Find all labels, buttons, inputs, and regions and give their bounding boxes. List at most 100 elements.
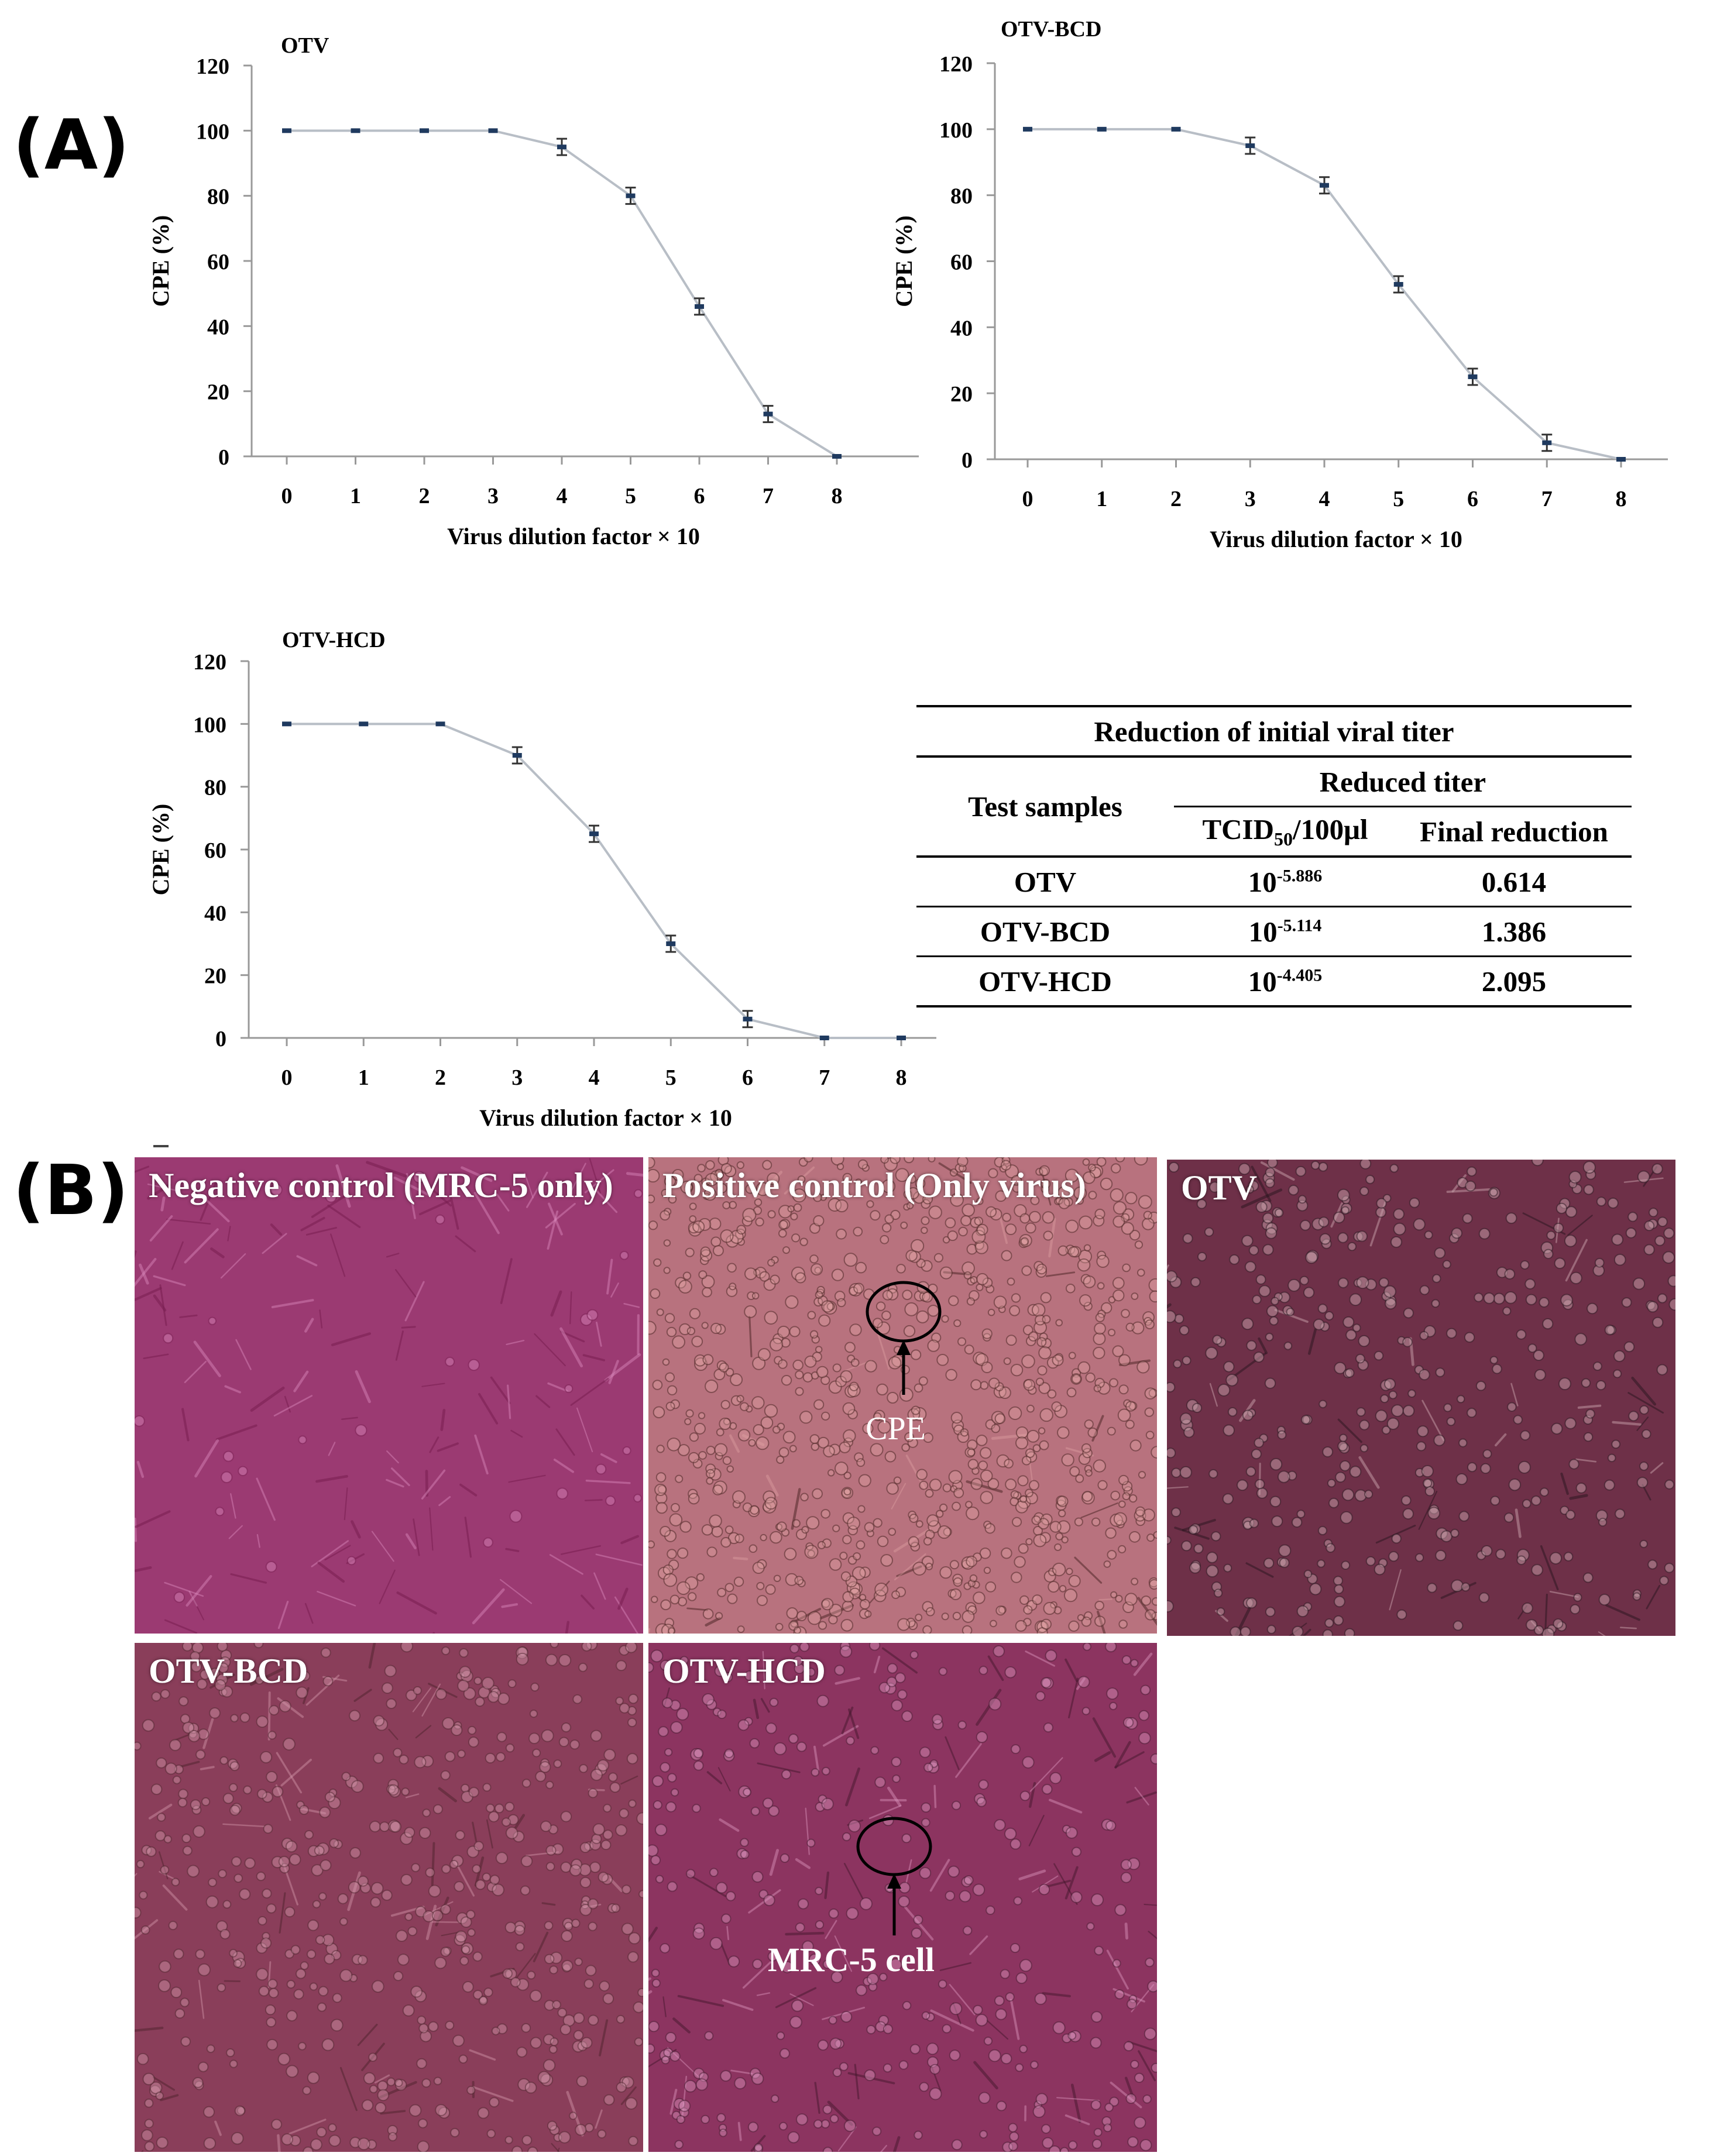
cell-body <box>1393 1208 1405 1220</box>
cell-body <box>328 2123 337 2133</box>
cell-body <box>749 1738 760 1749</box>
cell-body <box>864 1522 875 1533</box>
cell-body <box>230 1714 239 1722</box>
cell-body <box>693 1748 704 1759</box>
cell-body <box>672 1335 685 1349</box>
cell-streak <box>324 1545 351 1561</box>
cell-streak <box>317 1561 345 1583</box>
cell-body <box>163 1835 172 1844</box>
cell-body <box>921 1226 928 1235</box>
cell-body <box>312 1900 321 1909</box>
cell-body <box>1144 1387 1157 1399</box>
cell-body <box>607 1903 618 1914</box>
cell-body <box>461 1942 474 1955</box>
cell-streak <box>757 1762 801 1773</box>
cell-body <box>420 2030 432 2042</box>
cell-body <box>1333 1576 1343 1586</box>
x-tick-label: 2 <box>435 1065 446 1090</box>
cell-body <box>737 1719 750 1731</box>
cell-body <box>572 1694 582 1704</box>
cell-body <box>1553 1222 1564 1233</box>
cell-body <box>226 2048 235 2058</box>
cell-body <box>624 2097 638 2110</box>
cell-body <box>770 1337 784 1352</box>
cell-body <box>770 1274 780 1285</box>
cell-body <box>1060 2147 1069 2152</box>
cell-body <box>720 1399 730 1409</box>
data-point <box>763 411 773 417</box>
cell-body <box>1068 1574 1081 1587</box>
cell-body <box>756 1581 765 1590</box>
cell-body <box>774 1742 787 1755</box>
cell-body <box>1105 1527 1117 1539</box>
cell-body <box>550 2037 559 2047</box>
cell-streak <box>500 1579 533 1604</box>
cell-body <box>754 1198 763 1206</box>
cell-body <box>218 1662 229 1673</box>
cell-body <box>174 2008 186 2019</box>
cell-body <box>767 1258 775 1267</box>
cell-body <box>324 1953 335 1965</box>
cell-body <box>866 2024 876 2035</box>
cell-body <box>1078 1453 1091 1465</box>
cell-body <box>1112 1959 1121 1968</box>
cell-body <box>932 1719 944 1731</box>
cell-body <box>1467 1166 1477 1177</box>
cell-body <box>828 1615 838 1625</box>
cell-body <box>889 1958 902 1972</box>
cell-body <box>586 1309 599 1321</box>
cell-body <box>709 1937 723 1950</box>
cell-body <box>1531 1564 1543 1576</box>
row-sample: OTV-BCD <box>980 915 1111 948</box>
cell-body <box>1143 1211 1152 1220</box>
cell-body <box>1245 1466 1256 1477</box>
cell-body <box>1504 1268 1516 1280</box>
cell-body <box>1386 1417 1400 1430</box>
cell-body <box>855 1261 867 1274</box>
cell-body <box>1002 1212 1011 1222</box>
cell-body <box>1010 1942 1021 1953</box>
cell-body <box>502 1968 513 1979</box>
cell-body <box>349 1974 358 1983</box>
cell-body <box>549 1965 558 1975</box>
cell-body <box>1134 2072 1145 2083</box>
cell-body <box>996 2100 1007 2112</box>
cell-body <box>778 1447 789 1458</box>
cell-streak <box>279 1892 286 1934</box>
cell-body <box>821 1411 830 1421</box>
cell-body <box>368 2052 377 2062</box>
cell-body <box>978 1666 988 1675</box>
x-tick-label: 5 <box>625 484 636 508</box>
cell-body <box>304 1830 314 1839</box>
cell-body <box>919 2082 929 2092</box>
cell-body <box>1319 1233 1331 1245</box>
cell-body <box>1131 1577 1139 1586</box>
cell-body <box>1196 1199 1207 1209</box>
cell-body <box>1296 1605 1309 1618</box>
cell-body <box>1598 1518 1608 1527</box>
cell-body <box>1105 1643 1117 1653</box>
cell-body <box>652 1380 663 1390</box>
cell-body <box>1068 1246 1079 1258</box>
cell-body <box>578 1663 588 1672</box>
cell-body <box>801 1526 809 1534</box>
cell-body <box>1069 1466 1080 1477</box>
cell-body <box>698 1412 706 1419</box>
cell-body <box>609 1782 621 1793</box>
cell-body <box>472 1951 483 1962</box>
cell-body <box>1097 1282 1105 1290</box>
cell-streak <box>510 1429 523 1438</box>
cell-body <box>136 1859 145 1869</box>
cell-streak <box>415 1725 432 1739</box>
cell-streak <box>506 1339 525 1346</box>
cell-body <box>849 1323 862 1336</box>
cell-body <box>842 1512 854 1524</box>
cell-body <box>616 2082 627 2093</box>
cell-body <box>656 1445 665 1453</box>
cell-body <box>414 1756 427 1769</box>
cell-body <box>174 1764 184 1775</box>
cell-body <box>1118 1384 1129 1395</box>
cell-body <box>839 1441 851 1453</box>
cell-body <box>188 1722 200 1734</box>
cell-body <box>1607 1197 1619 1209</box>
